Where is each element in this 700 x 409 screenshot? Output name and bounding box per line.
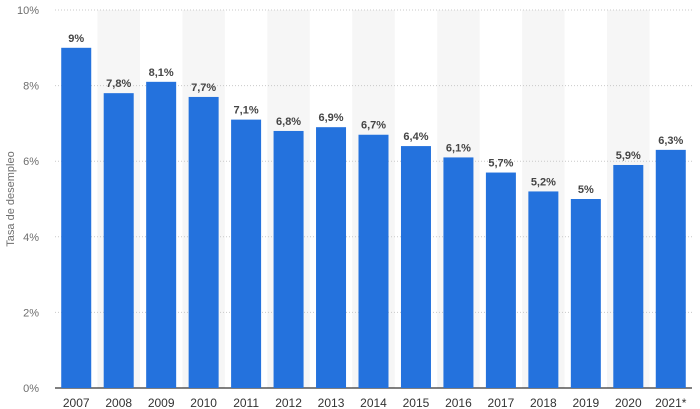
data-label-layer: 9% 7,8% 8,1% 7,7% 7,1% 6,8% 6,9% 6,7% 6,4% 6,1% 5,… bbox=[68, 33, 683, 196]
bar bbox=[61, 47, 92, 389]
x-tick-label: 2015 bbox=[403, 396, 430, 409]
bar bbox=[570, 199, 601, 388]
data-label: 6,8% bbox=[276, 116, 301, 128]
bar bbox=[613, 164, 644, 388]
x-tick-label: 2013 bbox=[318, 396, 345, 409]
bar bbox=[103, 93, 134, 388]
x-tick-label: 2011 bbox=[233, 396, 259, 409]
bar bbox=[528, 191, 559, 388]
y-tick-layer: 0% 2% 4% 6% 8% 10% bbox=[17, 5, 39, 395]
y-tick-label: 0% bbox=[23, 383, 39, 395]
bar bbox=[400, 146, 431, 388]
y-tick-label: 8% bbox=[23, 81, 39, 93]
y-tick-label: 10% bbox=[17, 5, 39, 17]
y-tick-label: 2% bbox=[23, 307, 39, 319]
data-label: 5,9% bbox=[616, 150, 641, 162]
x-tick-label: 2009 bbox=[148, 396, 175, 409]
data-label: 6,9% bbox=[318, 112, 343, 124]
bar bbox=[485, 172, 516, 388]
bar bbox=[316, 127, 347, 389]
data-label: 5,7% bbox=[488, 158, 513, 170]
data-label: 6,1% bbox=[446, 142, 471, 154]
bar bbox=[358, 134, 389, 388]
data-label: 5% bbox=[578, 184, 594, 196]
x-tick-layer: 2007 2008 2009 2010 2011 2012 2013 2014 2015 2016… bbox=[63, 396, 687, 409]
data-label: 7,1% bbox=[234, 105, 259, 117]
data-label: 8,1% bbox=[149, 67, 174, 79]
x-tick-label: 2021* bbox=[655, 396, 687, 409]
x-tick-label: 2017 bbox=[488, 396, 515, 409]
data-label: 9% bbox=[68, 33, 84, 45]
bar bbox=[655, 149, 686, 388]
bar bbox=[231, 119, 262, 389]
bar bbox=[146, 81, 177, 388]
x-tick-label: 2012 bbox=[275, 396, 302, 409]
bar-layer bbox=[61, 47, 686, 389]
y-tick-label: 4% bbox=[23, 232, 39, 244]
bar bbox=[443, 157, 474, 388]
x-tick-label: 2018 bbox=[530, 396, 557, 409]
data-label: 6,3% bbox=[658, 135, 683, 147]
y-axis-label: Tasa de desempleo bbox=[5, 151, 17, 246]
data-label: 7,7% bbox=[191, 82, 216, 94]
data-label: 5,2% bbox=[531, 176, 556, 188]
x-tick-label: 2020 bbox=[615, 396, 642, 409]
x-tick-label: 2010 bbox=[190, 396, 217, 409]
y-tick-label: 6% bbox=[23, 156, 39, 168]
x-tick-label: 2007 bbox=[63, 396, 90, 409]
x-tick-label: 2016 bbox=[445, 396, 472, 409]
bar bbox=[188, 96, 219, 388]
data-label: 6,7% bbox=[361, 120, 386, 132]
data-label: 6,4% bbox=[403, 131, 428, 143]
x-tick-label: 2014 bbox=[360, 396, 387, 409]
data-label: 7,8% bbox=[106, 78, 131, 90]
x-tick-label: 2019 bbox=[572, 396, 599, 409]
bar bbox=[273, 130, 304, 388]
x-tick-label: 2008 bbox=[105, 396, 132, 409]
